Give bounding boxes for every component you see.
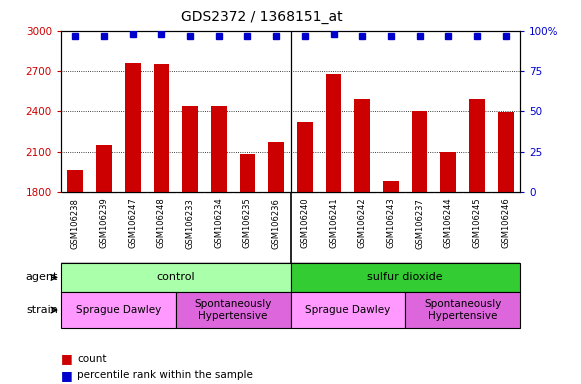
Text: GSM106243: GSM106243 (386, 198, 396, 248)
Bar (290, 292, 406, 328)
Text: agent: agent (26, 272, 58, 283)
Text: percentile rank within the sample: percentile rank within the sample (77, 370, 253, 380)
Text: GSM106240: GSM106240 (300, 198, 309, 248)
Text: GSM106237: GSM106237 (415, 198, 424, 248)
Text: GSM106236: GSM106236 (272, 198, 281, 248)
Bar (406, 292, 520, 328)
Text: GDS2372 / 1368151_at: GDS2372 / 1368151_at (181, 10, 342, 23)
Text: GSM106235: GSM106235 (243, 198, 252, 248)
Bar (440, 152, 456, 192)
Bar (354, 99, 370, 192)
Text: GSM106234: GSM106234 (214, 198, 223, 248)
Text: sulfur dioxide: sulfur dioxide (367, 272, 443, 283)
Bar (469, 99, 485, 192)
Bar (96, 145, 112, 192)
Bar (67, 170, 83, 192)
Bar (175, 292, 290, 328)
Bar (498, 112, 514, 192)
Bar (383, 181, 399, 192)
Text: ■: ■ (61, 369, 73, 382)
Bar (297, 122, 313, 192)
Bar (412, 111, 428, 192)
Text: GSM106248: GSM106248 (157, 198, 166, 248)
Text: control: control (156, 272, 195, 283)
Text: ■: ■ (61, 353, 73, 366)
Text: Spontaneously
Hypertensive: Spontaneously Hypertensive (424, 299, 501, 321)
Text: GSM106238: GSM106238 (71, 198, 80, 248)
Text: strain: strain (26, 305, 58, 315)
Text: GSM106241: GSM106241 (329, 198, 338, 248)
Bar (61, 263, 290, 292)
Text: GSM106245: GSM106245 (472, 198, 482, 248)
Text: GSM106244: GSM106244 (444, 198, 453, 248)
Bar (268, 142, 284, 192)
Text: GSM106246: GSM106246 (501, 198, 510, 248)
Bar (290, 263, 520, 292)
Text: Spontaneously
Hypertensive: Spontaneously Hypertensive (195, 299, 272, 321)
Bar (182, 106, 198, 192)
Text: GSM106242: GSM106242 (358, 198, 367, 248)
Text: GSM106233: GSM106233 (185, 198, 195, 248)
Text: Sprague Dawley: Sprague Dawley (305, 305, 390, 315)
Bar (153, 64, 169, 192)
Bar (239, 154, 256, 192)
Text: count: count (77, 354, 107, 364)
Bar (125, 63, 141, 192)
Text: GSM106247: GSM106247 (128, 198, 137, 248)
Bar (211, 106, 227, 192)
Bar (325, 74, 342, 192)
Bar (61, 292, 175, 328)
Text: GSM106239: GSM106239 (99, 198, 109, 248)
Text: Sprague Dawley: Sprague Dawley (76, 305, 161, 315)
